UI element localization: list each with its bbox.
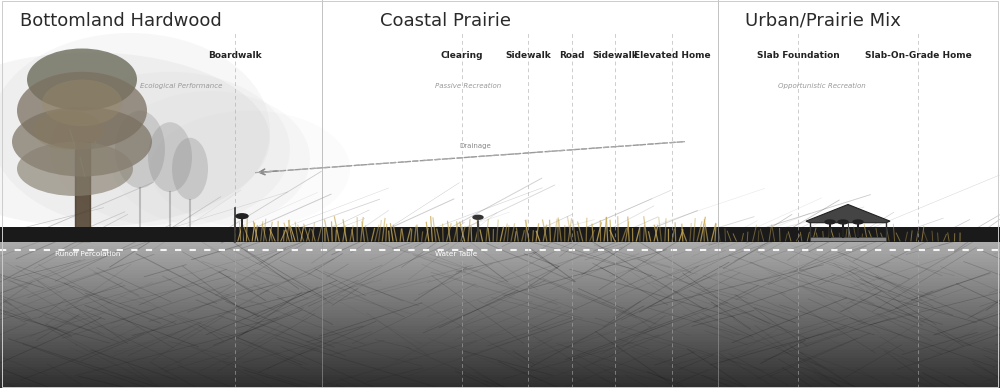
- Bar: [0, 267, 1000, 270]
- Text: Slab-On-Grade Home: Slab-On-Grade Home: [865, 51, 971, 60]
- Bar: [0, 270, 1000, 273]
- Text: Water Table: Water Table: [435, 251, 477, 257]
- Text: Elevated Home: Elevated Home: [634, 51, 710, 60]
- Bar: [0, 283, 1000, 286]
- Ellipse shape: [0, 52, 270, 227]
- Ellipse shape: [115, 111, 165, 188]
- Bar: [0, 361, 1000, 364]
- Bar: [0, 297, 1000, 300]
- Ellipse shape: [150, 111, 350, 227]
- Bar: [0, 326, 1000, 329]
- Ellipse shape: [27, 48, 137, 111]
- Ellipse shape: [0, 33, 270, 227]
- Bar: [0, 246, 1000, 248]
- Bar: [0, 374, 1000, 377]
- Bar: [0, 340, 1000, 342]
- Bar: [0, 385, 1000, 388]
- Bar: [0, 307, 1000, 310]
- Bar: [0, 332, 1000, 334]
- Bar: [0, 302, 1000, 305]
- Bar: [0, 275, 1000, 278]
- Bar: [0, 310, 1000, 313]
- Text: Drainage: Drainage: [459, 144, 491, 149]
- Bar: [0, 369, 1000, 372]
- Text: Sidewalk: Sidewalk: [592, 51, 638, 60]
- Bar: [0, 342, 1000, 345]
- Bar: [0, 259, 1000, 262]
- Ellipse shape: [50, 72, 290, 227]
- Ellipse shape: [110, 91, 310, 227]
- Text: Clearing: Clearing: [441, 51, 483, 60]
- Bar: [0, 345, 1000, 348]
- Text: Urban/Prairie Mix: Urban/Prairie Mix: [745, 12, 901, 29]
- Ellipse shape: [17, 72, 147, 149]
- Bar: [0, 286, 1000, 289]
- Bar: [0, 359, 1000, 361]
- Circle shape: [838, 220, 848, 224]
- Text: Boardwalk: Boardwalk: [208, 51, 262, 60]
- Bar: [0, 324, 1000, 326]
- Ellipse shape: [148, 122, 192, 192]
- Bar: [0, 238, 1000, 241]
- Bar: [0, 227, 1000, 230]
- Bar: [810, 237, 886, 241]
- Bar: [0, 243, 1000, 246]
- Text: Opportunistic Recreation: Opportunistic Recreation: [778, 83, 866, 89]
- Bar: [0, 300, 1000, 302]
- Circle shape: [473, 215, 483, 219]
- Bar: [0, 356, 1000, 359]
- Bar: [0, 380, 1000, 383]
- Bar: [0, 294, 1000, 297]
- Bar: [0, 256, 1000, 259]
- Ellipse shape: [42, 80, 122, 126]
- Bar: [0, 383, 1000, 385]
- Bar: [0, 254, 1000, 256]
- Bar: [0, 278, 1000, 281]
- Text: Ecological Performance: Ecological Performance: [140, 83, 222, 89]
- Circle shape: [853, 220, 863, 224]
- Bar: [0, 305, 1000, 307]
- Bar: [0, 348, 1000, 350]
- Bar: [0, 265, 1000, 267]
- Circle shape: [825, 220, 835, 224]
- Bar: [0, 367, 1000, 369]
- Bar: [0, 321, 1000, 324]
- Bar: [0, 235, 1000, 238]
- Bar: [0, 227, 1000, 242]
- Bar: [0, 273, 1000, 275]
- Ellipse shape: [12, 107, 152, 177]
- Bar: [0, 364, 1000, 367]
- Bar: [0, 334, 1000, 337]
- Circle shape: [236, 214, 248, 218]
- Ellipse shape: [33, 111, 103, 149]
- Text: Runoff Percolation: Runoff Percolation: [55, 251, 120, 257]
- Bar: [0, 248, 1000, 251]
- Bar: [0, 372, 1000, 374]
- Bar: [0, 281, 1000, 283]
- Polygon shape: [806, 204, 890, 223]
- Bar: [0, 315, 1000, 318]
- Text: Bottomland Hardwood: Bottomland Hardwood: [20, 12, 222, 29]
- Bar: [0, 230, 1000, 232]
- Bar: [0, 329, 1000, 332]
- Ellipse shape: [172, 138, 208, 200]
- Bar: [0, 232, 1000, 235]
- Text: Road: Road: [559, 51, 585, 60]
- Text: Sidewalk: Sidewalk: [505, 51, 551, 60]
- Bar: [0, 377, 1000, 380]
- Bar: [0, 241, 1000, 243]
- Bar: [0, 337, 1000, 340]
- Bar: [0, 350, 1000, 353]
- Bar: [0, 251, 1000, 254]
- Bar: [0, 291, 1000, 294]
- Text: Passive Recreation: Passive Recreation: [435, 83, 501, 89]
- Ellipse shape: [17, 142, 133, 196]
- Bar: [0, 318, 1000, 321]
- Bar: [0, 353, 1000, 356]
- Text: Coastal Prairie: Coastal Prairie: [380, 12, 511, 29]
- Bar: [0, 289, 1000, 291]
- Bar: [0, 313, 1000, 315]
- Bar: [0, 262, 1000, 265]
- Text: Slab Foundation: Slab Foundation: [757, 51, 839, 60]
